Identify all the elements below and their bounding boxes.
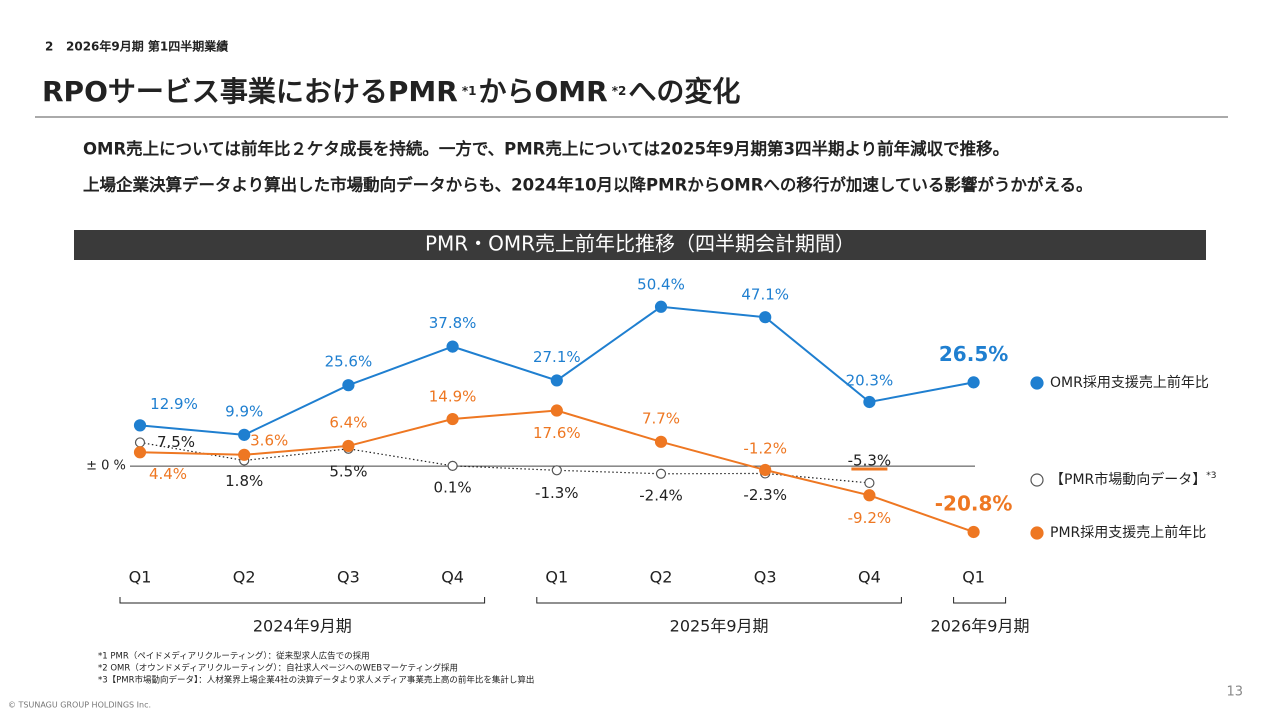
series-line [139,441,870,484]
data-point [342,379,355,392]
data-point [446,340,459,353]
data-point [967,525,980,539]
copyright: © TSUNAGU GROUP HOLDINGS Inc. [8,701,151,710]
x-tick-label: Q3 [754,568,777,587]
footnote: *3【PMR市場動向データ】：人材業界上場企業4社の決算データより求人メディア事… [98,675,534,686]
data-label: 1.8% [225,472,263,490]
title-sup: *2 [612,84,627,98]
title-part: への変化 [628,75,740,108]
data-label: 3.6% [250,431,288,449]
data-point [655,468,667,479]
data-point [446,412,459,426]
legend-note: *3 [1206,471,1216,481]
footnote: *2 OMR（オウンドメディアリクルーティング）：自社求人ページへのWEBマーケ… [98,663,458,674]
x-tick-label: Q1 [545,568,568,587]
legend-name: PMR採用支援売上前年比 [1050,524,1206,541]
chart: ± 0 % Q1 Q2 Q3 Q4 Q1 Q2 Q3 Q4 Q1 2024年9月期 2025年9月期 2… [86,275,1216,635]
page-number: 13 [1226,685,1243,700]
data-label: -5.3% [848,451,892,469]
title-part: RPOサービス事業におけるPMR [42,75,458,108]
data-point [133,446,147,459]
title-part: からOMR [478,75,607,108]
data-label: 12.9% [150,395,198,413]
legend-name: 【PMR市場動向データ】 [1050,471,1206,488]
legend-name: OMR採用支援売上前年比 [1050,374,1209,391]
data-label: -2.4% [639,486,683,504]
data-label: -9.2% [848,509,892,527]
data-point [342,439,355,453]
data-point [134,437,146,448]
data-label: -1.2% [743,439,787,457]
data-point [133,419,147,432]
data-point [863,489,876,502]
data-point [654,300,668,313]
data-label: -20.8% [935,491,1013,515]
data-point [550,404,563,417]
data-label: 7.5% [157,433,195,451]
section: 2026年9月期 第1四半期業績 [66,39,228,54]
period-bracket [119,597,486,604]
data-point [863,395,876,409]
data-label: 6.4% [329,413,367,431]
x-tick-label: Q2 [233,568,256,587]
body-line: 上場企業決算データより算出した市場動向データからも、2024年10月以降PMRか… [83,175,1092,195]
slide-title: RPOサービス事業におけるPMR *1からOMR *2への変化 [42,75,740,108]
footnote: *1 PMR（ペイドメディアリクルーティング）：従来型求人広告での採用 [98,651,370,662]
data-point [759,463,772,477]
data-label: 26.5% [939,342,1008,366]
data-point [238,428,251,441]
legend-label: OMR採用支援売上前年比 [1050,374,1209,391]
data-point [967,376,980,389]
data-label: 0.1% [434,478,472,496]
data-label: 14.9% [429,388,477,406]
data-label: 50.4% [637,275,685,293]
y-tick-label: ± 0 % [86,459,126,474]
data-point [654,435,668,448]
period-label: 2025年9月期 [670,617,769,636]
data-point [759,311,772,324]
x-tick-label: Q4 [858,568,881,587]
data-label: 37.8% [429,314,477,332]
period-label: 2026年9月期 [931,617,1030,636]
chart-banner [74,230,1206,260]
legend-label: 【PMR市場動向データ】*3 [1050,471,1216,489]
legend-label: PMR採用支援売上前年比 [1050,524,1206,541]
data-label: 17.6% [533,424,581,442]
body-line: OMR売上については前年比２ケタ成長を持続。一方で、PMR売上については2025… [83,139,1009,159]
title-sup: *1 [462,84,477,98]
legend-marker [1030,473,1044,487]
x-tick-label: Q3 [337,568,360,587]
data-label: 5.5% [329,462,367,480]
data-label: 25.6% [325,353,373,371]
x-tick-label: Q2 [650,568,673,587]
period-bracket [536,597,902,604]
data-label: 4.4% [149,465,187,483]
data-label: 7.7% [642,409,680,427]
x-tick-label: Q4 [441,568,464,587]
x-tick-label: Q1 [962,568,985,587]
data-point [447,460,458,471]
data-label: -1.3% [535,484,579,502]
data-point [864,477,875,489]
section-number: 2 [45,40,53,54]
x-tick-label: Q1 [129,568,152,587]
data-point [551,465,562,476]
legend-marker [1030,376,1044,390]
data-point [550,374,563,387]
data-label: 9.9% [225,402,263,420]
period-bracket [953,597,1007,604]
legend-marker [1030,526,1044,540]
data-label: -2.3% [743,486,787,504]
data-label: 20.3% [846,371,894,389]
data-label: 27.1% [533,348,581,366]
data-point [238,448,251,461]
data-label: 47.1% [741,286,789,304]
chart-title: PMR・OMR売上前年比推移（四半期会計期間） [425,232,855,256]
period-label: 2024年9月期 [253,617,352,636]
